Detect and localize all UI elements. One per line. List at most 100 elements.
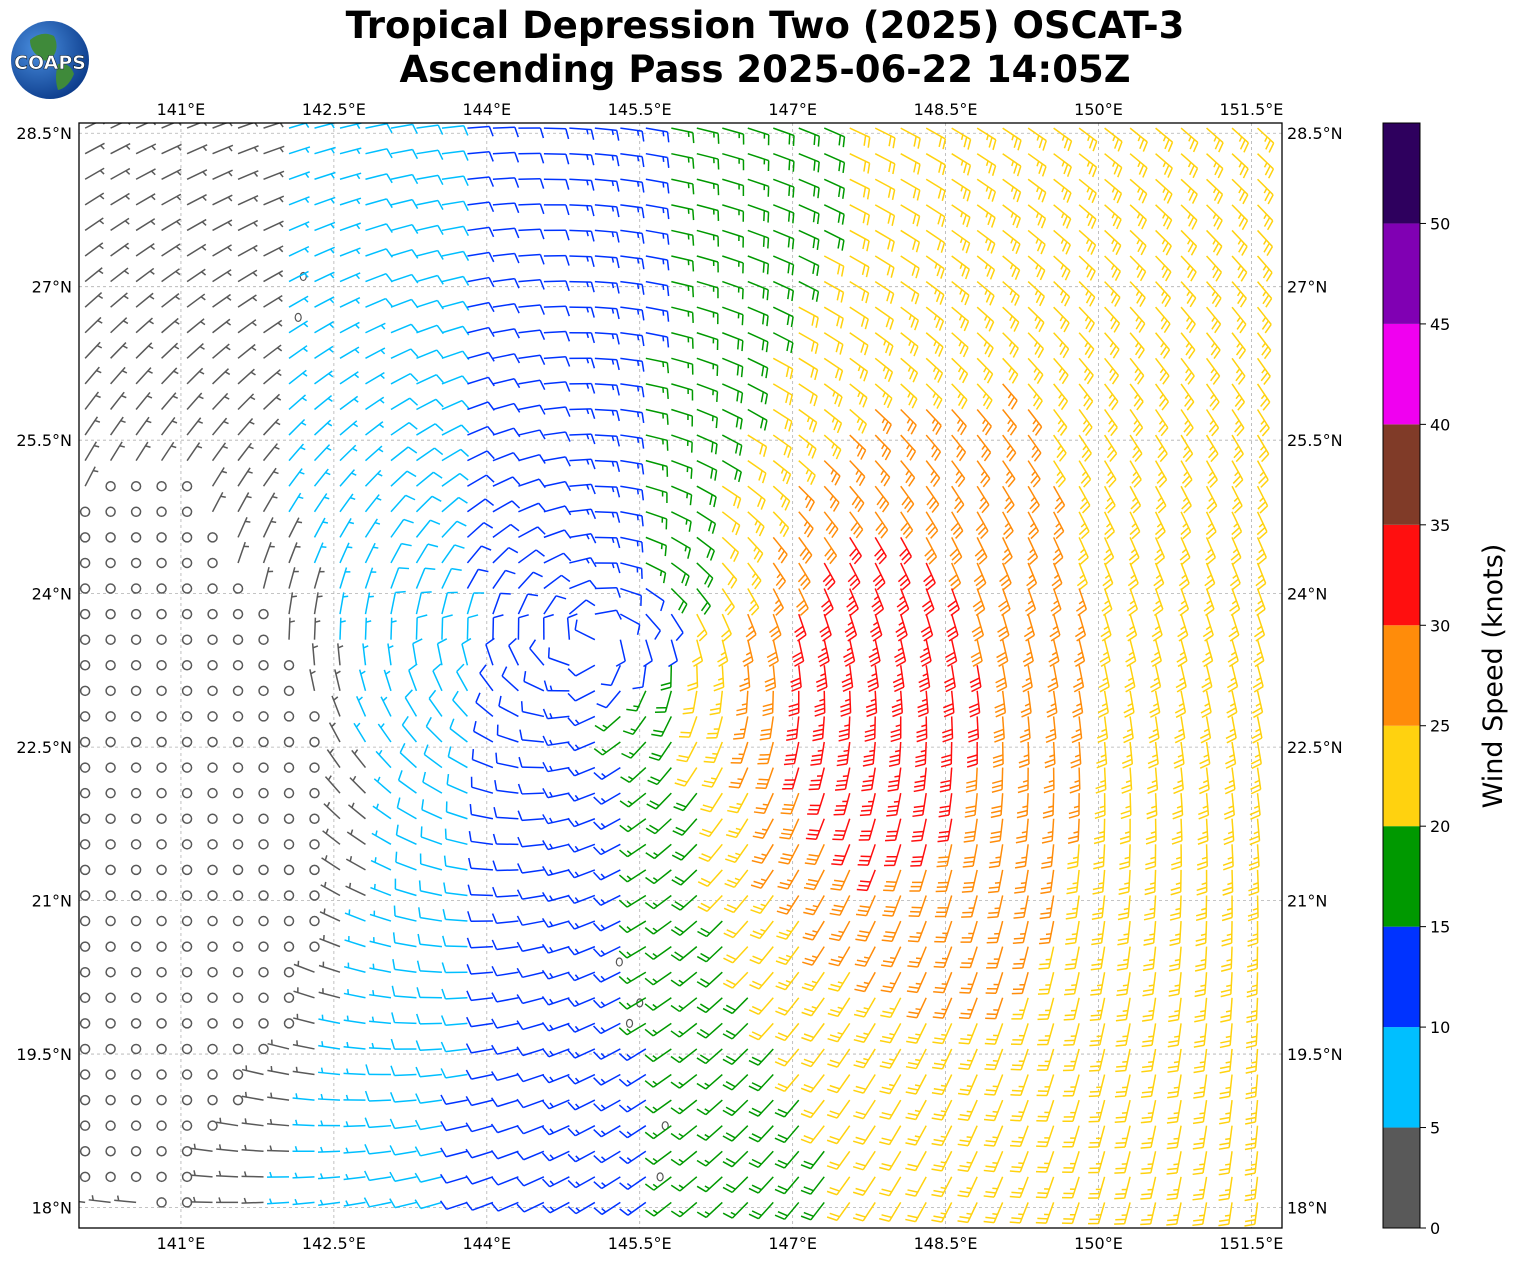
wind-barb — [105, 1120, 116, 1131]
wind-barb — [156, 608, 167, 620]
wind-barb — [951, 485, 965, 514]
wind-barb — [620, 178, 645, 193]
wind-barb — [105, 890, 116, 901]
wind-barb — [619, 1201, 647, 1216]
wind-barb — [618, 1022, 647, 1036]
wind-barb — [645, 152, 670, 168]
wind-barb — [156, 660, 167, 671]
wind-barb — [872, 562, 886, 591]
wind-barb — [1124, 665, 1136, 693]
wind-barb — [79, 813, 91, 824]
wind-barb — [110, 142, 131, 155]
wind-barb — [207, 787, 218, 799]
wind-barb — [645, 459, 669, 477]
wind-barb — [471, 749, 494, 769]
wind-barb — [211, 467, 228, 487]
wind-barb — [594, 127, 620, 141]
wind-barb — [854, 971, 876, 993]
wind-barb — [414, 1119, 443, 1131]
wind-barb — [696, 229, 720, 247]
wind-barb — [1180, 229, 1198, 256]
wind-barb — [288, 542, 301, 564]
wind-barb — [1250, 741, 1262, 770]
wind-barb — [390, 298, 419, 309]
wind-barb — [84, 267, 104, 283]
lat-tick-label-left: 22.5°N — [16, 738, 72, 757]
islands — [294, 271, 669, 1182]
wind-barb — [1172, 767, 1184, 795]
wind-barb — [371, 830, 392, 845]
wind-barb — [999, 562, 1012, 591]
wind-barb — [1218, 1125, 1233, 1150]
wind-barb — [687, 665, 699, 692]
wind-barb — [798, 511, 814, 538]
wind-barb — [547, 647, 570, 666]
wind-barb — [914, 741, 927, 768]
wind-barb — [258, 813, 269, 824]
wind-barb — [724, 869, 749, 889]
wind-barb — [646, 792, 672, 810]
wind-barb — [283, 787, 295, 799]
wind-barb — [849, 485, 865, 513]
wind-barb — [1026, 562, 1038, 591]
wind-barb — [1104, 153, 1123, 178]
wind-barb — [465, 1175, 494, 1185]
wind-barb — [313, 419, 333, 436]
wind-barb — [415, 471, 443, 487]
wind-barb — [823, 178, 845, 199]
wind-barb — [931, 1202, 953, 1223]
wind-barb — [404, 689, 418, 717]
wind-barb — [568, 599, 596, 615]
wind-barb — [921, 588, 935, 617]
wind-barb — [620, 280, 645, 295]
wind-barb — [425, 716, 443, 743]
wind-barb — [774, 1048, 800, 1067]
wind-barb — [1009, 1150, 1029, 1173]
wind-barb — [232, 711, 244, 722]
wind-barb — [343, 1173, 366, 1181]
wind-barb — [846, 588, 859, 617]
wind-barb — [778, 843, 800, 865]
wind-barb — [1144, 869, 1157, 896]
wind-barb — [492, 546, 519, 564]
wind-barb — [670, 997, 698, 1013]
wind-barb — [1155, 255, 1172, 282]
wind-barb — [918, 665, 931, 693]
wind-barb — [998, 588, 1011, 617]
wind-barb — [976, 408, 992, 436]
wind-barb — [422, 771, 443, 794]
wind-barb — [808, 767, 825, 791]
wind-barb — [567, 766, 596, 777]
wind-barb — [880, 997, 902, 1019]
wind-barb — [925, 434, 942, 461]
wind-barb — [593, 1125, 621, 1138]
wind-barb — [1052, 485, 1066, 514]
wind-barb — [288, 443, 306, 462]
wind-barb — [105, 634, 116, 645]
wind-barb — [1257, 153, 1275, 179]
wind-barb — [237, 194, 259, 206]
wind-barb — [696, 1176, 723, 1193]
wind-barb — [318, 988, 341, 999]
wind-barb — [542, 814, 570, 825]
wind-barb — [938, 793, 953, 818]
wind-barb — [207, 557, 218, 569]
wind-barb — [1149, 690, 1161, 718]
wind-barb — [950, 511, 964, 539]
wind-barb — [670, 562, 690, 587]
wind-barb — [1151, 613, 1163, 642]
wind-barb — [263, 369, 282, 385]
wind-barb — [900, 511, 914, 539]
wind-barb — [1143, 895, 1157, 921]
lon-tick-label-bottom: 144°E — [462, 1234, 511, 1253]
wind-barb — [186, 243, 207, 257]
wind-barb — [518, 203, 545, 215]
wind-barb — [156, 711, 167, 722]
wind-barb — [421, 799, 443, 820]
wind-barb — [465, 1148, 494, 1159]
wind-barb — [1027, 178, 1047, 203]
wind-barb — [823, 408, 843, 434]
wind-barb — [365, 198, 393, 209]
wind-barb — [1002, 485, 1015, 514]
wind-barb — [620, 332, 645, 347]
